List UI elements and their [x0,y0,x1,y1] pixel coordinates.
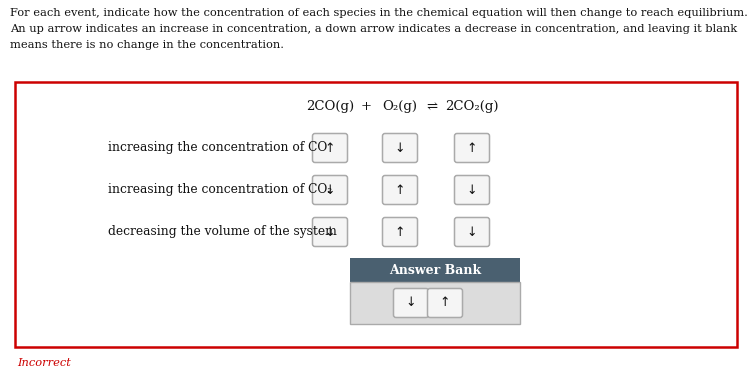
FancyBboxPatch shape [454,176,490,205]
FancyBboxPatch shape [383,176,417,205]
Text: ↑: ↑ [325,141,335,154]
Text: ↑: ↑ [467,141,478,154]
Text: ↓: ↓ [325,183,335,196]
Bar [350,282,520,324]
FancyBboxPatch shape [393,289,429,317]
Text: +: + [360,100,371,113]
Text: 2CO(g): 2CO(g) [306,100,354,113]
FancyBboxPatch shape [313,218,347,247]
FancyBboxPatch shape [427,289,462,317]
Text: For each event, indicate how the concentration of each species in the chemical e: For each event, indicate how the concent… [10,8,748,18]
Text: ↓: ↓ [467,225,478,238]
Text: ↑: ↑ [440,296,450,310]
Text: increasing the concentration of CO₂: increasing the concentration of CO₂ [108,183,332,196]
FancyBboxPatch shape [383,218,417,247]
Text: ↑: ↑ [395,183,405,196]
Text: 2CO₂(g): 2CO₂(g) [445,100,499,113]
FancyBboxPatch shape [454,218,490,247]
Text: ↓: ↓ [395,141,405,154]
Bar [15,82,737,347]
Text: ↓: ↓ [406,296,417,310]
Text: means there is no change in the concentration.: means there is no change in the concentr… [10,40,284,50]
Text: decreasing the volume of the system: decreasing the volume of the system [108,225,337,238]
Text: O₂(g): O₂(g) [383,100,417,113]
Text: increasing the concentration of CO: increasing the concentration of CO [108,141,327,154]
Text: ⇌: ⇌ [426,100,438,113]
Text: ↑: ↑ [395,225,405,238]
Text: Answer Bank: Answer Bank [389,263,481,276]
Text: ↓: ↓ [467,183,478,196]
Bar [350,258,520,282]
Text: An up arrow indicates an increase in concentration, a down arrow indicates a dec: An up arrow indicates an increase in con… [10,24,737,34]
FancyBboxPatch shape [383,134,417,163]
FancyBboxPatch shape [313,176,347,205]
FancyBboxPatch shape [313,134,347,163]
Text: ↓: ↓ [325,225,335,238]
FancyBboxPatch shape [454,134,490,163]
Text: Incorrect: Incorrect [17,358,71,368]
